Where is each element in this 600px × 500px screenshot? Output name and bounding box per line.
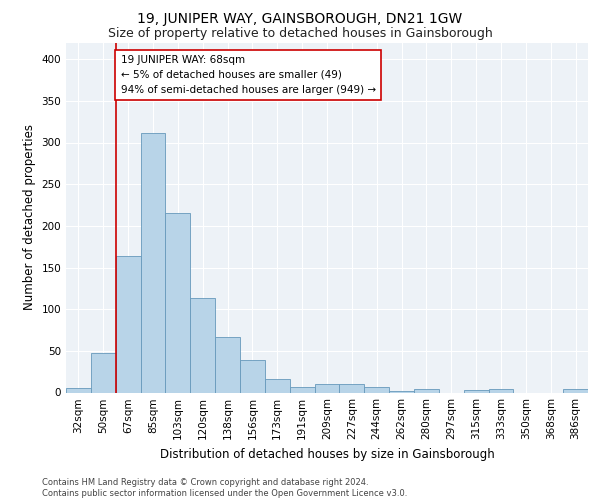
Text: 19 JUNIPER WAY: 68sqm
← 5% of detached houses are smaller (49)
94% of semi-detac: 19 JUNIPER WAY: 68sqm ← 5% of detached h… bbox=[121, 55, 376, 94]
Bar bbox=[290, 386, 314, 392]
Bar bbox=[190, 298, 215, 392]
Bar bbox=[265, 379, 290, 392]
Text: 19, JUNIPER WAY, GAINSBOROUGH, DN21 1GW: 19, JUNIPER WAY, GAINSBOROUGH, DN21 1GW bbox=[137, 12, 463, 26]
Bar bbox=[215, 336, 240, 392]
Bar bbox=[166, 214, 190, 392]
Y-axis label: Number of detached properties: Number of detached properties bbox=[23, 124, 36, 310]
Bar bbox=[464, 390, 488, 392]
Bar bbox=[389, 391, 414, 392]
Bar bbox=[364, 386, 389, 392]
Bar bbox=[91, 354, 116, 393]
Bar bbox=[563, 389, 588, 392]
Bar bbox=[240, 360, 265, 392]
Text: Size of property relative to detached houses in Gainsborough: Size of property relative to detached ho… bbox=[107, 28, 493, 40]
Bar bbox=[66, 388, 91, 392]
Bar bbox=[340, 384, 364, 392]
Bar bbox=[116, 256, 140, 392]
Bar bbox=[488, 389, 514, 392]
Bar bbox=[414, 389, 439, 392]
X-axis label: Distribution of detached houses by size in Gainsborough: Distribution of detached houses by size … bbox=[160, 448, 494, 461]
Text: Contains HM Land Registry data © Crown copyright and database right 2024.
Contai: Contains HM Land Registry data © Crown c… bbox=[42, 478, 407, 498]
Bar bbox=[314, 384, 340, 392]
Bar bbox=[140, 132, 166, 392]
